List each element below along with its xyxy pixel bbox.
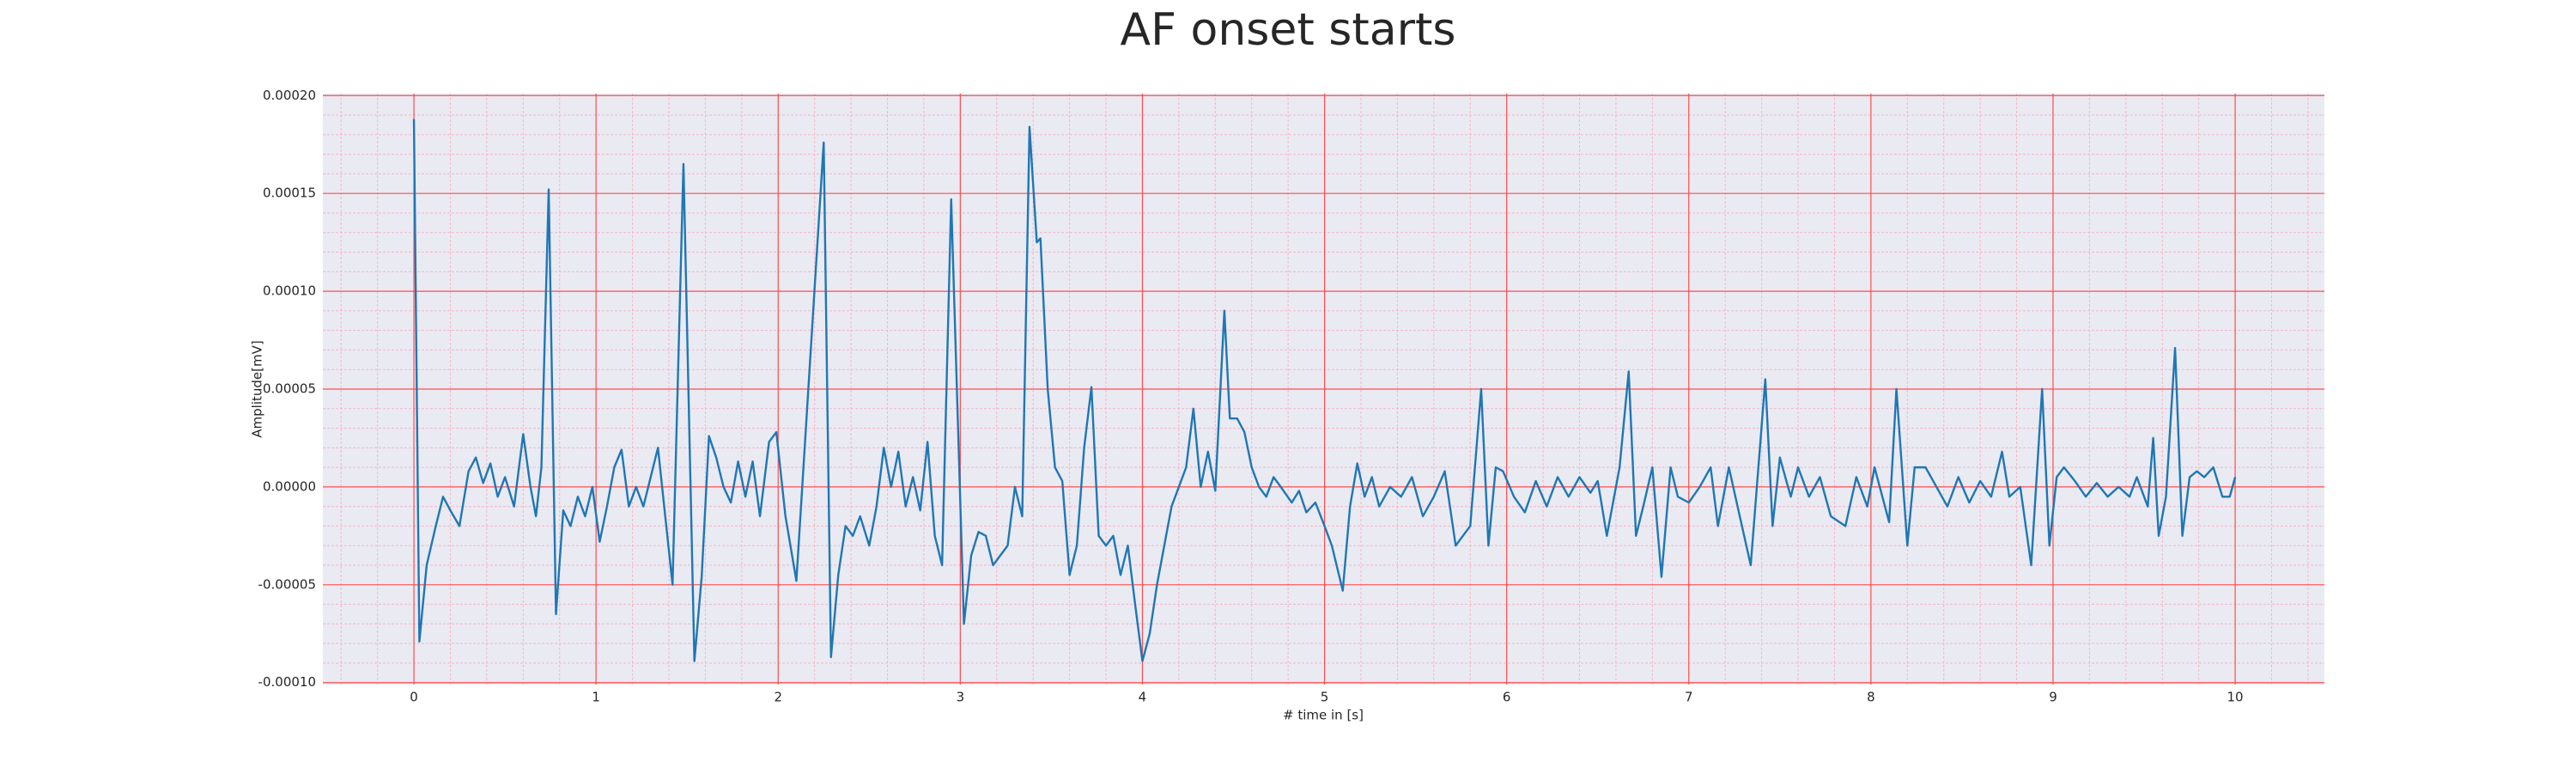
- x-tick-label: 2: [774, 690, 782, 705]
- x-tick-label: 7: [1685, 690, 1693, 705]
- chart-title: AF onset starts: [1121, 4, 1456, 56]
- y-tick-label: 0.00010: [263, 283, 316, 299]
- x-tick-label: 0: [410, 690, 418, 705]
- y-tick-label: -0.00005: [258, 576, 316, 592]
- x-axis-label: # time in [s]: [1283, 708, 1364, 723]
- y-tick-label: -0.00010: [258, 674, 316, 690]
- y-tick-label: 0.00005: [263, 381, 316, 397]
- ecg-line: [412, 119, 2237, 662]
- x-tick-label: 8: [1867, 690, 1875, 705]
- x-tick-label: 10: [2227, 690, 2244, 705]
- y-tick-label: 0.00015: [263, 186, 316, 201]
- y-tick-label: 0.00020: [263, 88, 316, 103]
- y-axis-label: Amplitude[mV]: [250, 340, 265, 437]
- x-tick-label: 4: [1139, 690, 1147, 705]
- y-tick-label: 0.00000: [263, 478, 316, 494]
- x-tick-label: 9: [2049, 690, 2057, 705]
- x-tick-label: 6: [1503, 690, 1511, 705]
- x-tick-label: 5: [1321, 690, 1329, 705]
- x-tick-label: 3: [957, 690, 965, 705]
- x-tick-label: 1: [592, 690, 600, 705]
